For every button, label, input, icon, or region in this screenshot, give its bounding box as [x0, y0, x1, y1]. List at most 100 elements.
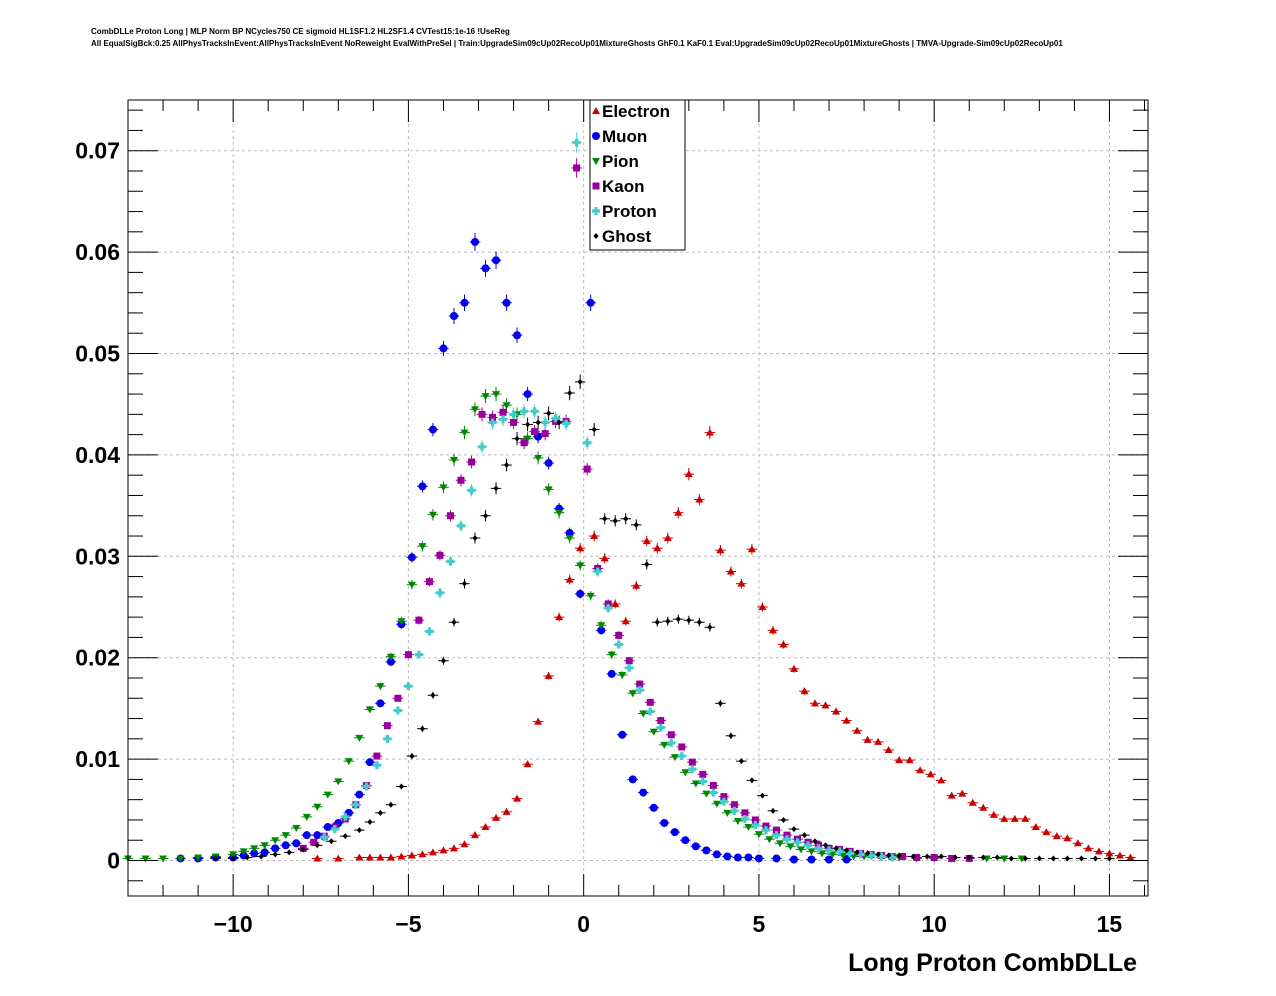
muon-data-point — [376, 699, 385, 708]
electron-data-point — [926, 770, 935, 778]
legend-label-electron: Electron — [602, 102, 670, 121]
ghost-data-point — [686, 617, 692, 624]
x-tick-label: −10 — [214, 911, 253, 937]
ghost-data-point — [230, 855, 236, 862]
electron-data-point — [979, 803, 988, 811]
electron-data-point — [523, 760, 532, 768]
pion-data-point — [754, 831, 763, 839]
legend: Electron Muon Pion Kaon Proton Ghost — [589, 99, 686, 251]
kaon-data-point — [510, 418, 518, 426]
muon-data-point — [597, 626, 606, 635]
proton-data-point — [393, 706, 402, 715]
muon-data-point — [681, 836, 690, 845]
ghost-data-point — [602, 515, 608, 522]
pion-data-point — [407, 581, 416, 589]
pion-data-point — [355, 734, 364, 742]
proton-data-point — [740, 814, 749, 823]
legend-label-pion: Pion — [602, 152, 639, 171]
ghost-data-point — [419, 725, 426, 732]
electron-data-point — [1042, 828, 1051, 836]
ghost-data-point — [924, 853, 930, 860]
x-tick-label: 5 — [753, 911, 766, 937]
y-tick-label: 0.07 — [75, 138, 120, 164]
ghost-data-point — [854, 849, 860, 856]
kaon-data-point — [373, 752, 381, 760]
pion-data-point — [471, 406, 480, 414]
ghost-data-point — [738, 758, 745, 765]
ghost-data-point — [535, 419, 541, 426]
ghost-data-point — [980, 854, 986, 861]
electron-data-point — [705, 428, 714, 436]
ghost-data-point — [567, 390, 573, 397]
electron-data-point — [905, 756, 914, 764]
ghost-data-point — [822, 842, 829, 849]
pion-data-point — [702, 790, 711, 798]
kaon-data-point — [930, 853, 938, 861]
ghost-data-point — [388, 801, 394, 808]
electron-data-point — [621, 617, 630, 625]
ghost-data-point — [342, 833, 348, 840]
ghost-data-point — [514, 435, 520, 442]
kaon-data-point — [667, 731, 675, 739]
kaon-data-point — [709, 781, 717, 789]
kaon-data-point — [489, 413, 497, 421]
y-tick-label: 0.03 — [75, 543, 120, 569]
pion-data-point — [334, 778, 343, 786]
pion-data-point — [733, 817, 742, 825]
proton-data-point — [667, 738, 676, 747]
electron-data-point — [716, 546, 725, 554]
x-tick-label: 0 — [577, 911, 590, 937]
proton-data-point — [835, 847, 844, 856]
ghost-data-point — [952, 854, 958, 861]
pion-data-point — [523, 435, 532, 443]
electron-data-point — [958, 789, 967, 797]
pion-data-point — [260, 842, 269, 850]
electron-data-point — [334, 854, 343, 862]
pion-data-point — [544, 486, 553, 494]
ghost-data-point — [398, 783, 405, 790]
kaon-data-point — [446, 512, 454, 520]
x-tick-label: −5 — [395, 911, 421, 937]
proton-data-point — [646, 707, 655, 716]
electron-data-point — [863, 735, 872, 743]
kaon-data-point — [383, 722, 391, 730]
pion-data-point — [607, 651, 616, 659]
kaon-data-point — [699, 770, 707, 778]
muon-data-point — [772, 854, 781, 863]
proton-data-point — [709, 788, 718, 797]
electron-data-point — [968, 798, 977, 806]
electron-data-point — [821, 701, 830, 709]
pion-data-point — [449, 456, 458, 464]
electron-data-point — [1084, 844, 1093, 852]
muon-data-point — [502, 298, 511, 307]
proton-data-point — [425, 627, 434, 636]
muon-data-point — [733, 853, 742, 862]
electron-data-point — [758, 603, 767, 611]
ghost-data-point — [367, 818, 373, 825]
pion-data-point — [386, 653, 395, 661]
ghost-data-point — [833, 845, 839, 852]
pion-data-point — [649, 728, 658, 736]
electron-data-point — [653, 544, 662, 552]
muon-data-point — [386, 657, 395, 666]
legend-label-proton: Proton — [602, 202, 657, 221]
kaon-data-point — [646, 698, 654, 706]
ghost-data-point — [665, 618, 671, 625]
proton-data-point — [572, 138, 581, 147]
electron-data-point — [1010, 814, 1019, 822]
electron-data-point — [418, 850, 427, 858]
muon-data-point — [355, 790, 364, 799]
electron-data-point — [937, 776, 946, 784]
muon-data-point — [428, 425, 437, 434]
muon-data-point — [576, 589, 585, 598]
proton-data-point — [320, 833, 329, 842]
proton-data-point — [814, 844, 823, 853]
muon-data-point — [639, 788, 648, 797]
ghost-data-point — [314, 842, 320, 849]
electron-data-point — [747, 545, 756, 553]
ghost-data-point — [801, 832, 808, 839]
electron-data-point — [1021, 814, 1030, 822]
proton-data-point — [509, 410, 518, 419]
ghost-data-point — [770, 807, 776, 814]
muon-data-point — [607, 669, 616, 678]
